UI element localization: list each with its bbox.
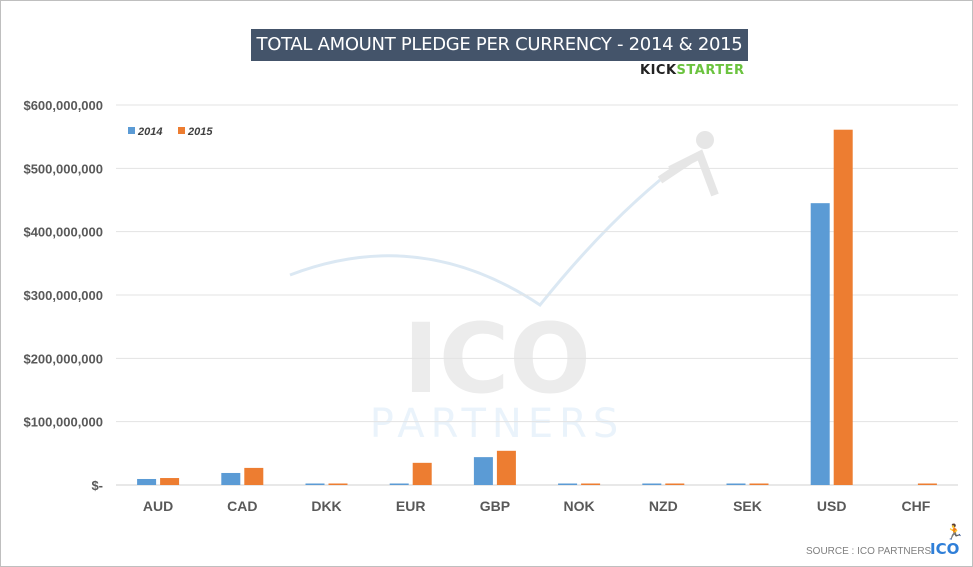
y-tick-label: $300,000,000 xyxy=(23,288,103,303)
y-tick-label: $200,000,000 xyxy=(23,351,103,366)
x-tick-label: NOK xyxy=(564,498,595,514)
runner-icon-body xyxy=(657,149,719,197)
kickstarter-logo: KICKSTARTER xyxy=(640,63,745,78)
ico-runner-icon: 🏃 xyxy=(945,524,964,541)
bar-2014-EUR xyxy=(389,483,409,485)
y-tick-label: $100,000,000 xyxy=(23,415,103,430)
bar-2014-USD xyxy=(810,203,830,485)
y-tick-label: $500,000,000 xyxy=(23,161,103,176)
runner-icon xyxy=(696,131,714,149)
bar-2015-DKK xyxy=(328,483,348,485)
bar-2015-EUR xyxy=(412,462,432,485)
bar-2014-DKK xyxy=(305,483,325,485)
kickstarter-logo-starter: STARTER xyxy=(676,63,745,78)
x-tick-label: SEK xyxy=(733,498,762,514)
bar-2014-AUD xyxy=(137,478,157,485)
watermark: ICO PARTNERS xyxy=(289,131,719,447)
bar-2015-GBP xyxy=(496,450,516,485)
legend-swatch-2014 xyxy=(128,127,135,134)
source-note: SOURCE : ICO PARTNERS xyxy=(806,546,932,557)
x-tick-label: AUD xyxy=(143,498,173,514)
chart-title: TOTAL AMOUNT PLEDGE PER CURRENCY - 2014 … xyxy=(251,29,748,61)
legend-label: 2015 xyxy=(187,126,213,138)
x-tick-label: EUR xyxy=(396,498,426,514)
ico-logo: ICO xyxy=(930,540,960,558)
bar-2014-NZD xyxy=(642,483,662,485)
x-tick-label: GBP xyxy=(480,498,510,514)
kickstarter-logo-kick: KICK xyxy=(640,63,677,78)
x-tick-label: USD xyxy=(817,498,847,514)
y-tick-label: $- xyxy=(91,478,103,493)
watermark-partners: PARTNERS xyxy=(370,401,625,447)
bar-2014-SEK xyxy=(726,483,746,485)
y-tick-label: $400,000,000 xyxy=(23,225,103,240)
x-tick-label: CAD xyxy=(227,498,257,514)
legend-label: 2014 xyxy=(137,126,162,138)
legend-swatch-2015 xyxy=(178,127,185,134)
x-tick-label: NZD xyxy=(649,498,678,514)
bar-2014-NOK xyxy=(558,483,578,485)
bar-2014-CAD xyxy=(221,472,241,485)
watermark-ico: ICO xyxy=(403,303,591,415)
bar-2015-AUD xyxy=(160,478,180,485)
bar-2015-USD xyxy=(833,129,853,485)
bar-2015-NZD xyxy=(665,483,685,485)
bar-2015-CAD xyxy=(244,467,264,485)
bar-2015-CHF xyxy=(917,483,937,485)
x-tick-label: DKK xyxy=(311,498,341,514)
watermark-swoosh xyxy=(289,178,661,308)
y-tick-label: $600,000,000 xyxy=(23,98,103,113)
bar-2015-SEK xyxy=(749,483,769,485)
bar-2015-NOK xyxy=(581,483,601,485)
x-tick-label: CHF xyxy=(902,498,931,514)
bar-2014-GBP xyxy=(473,457,493,485)
